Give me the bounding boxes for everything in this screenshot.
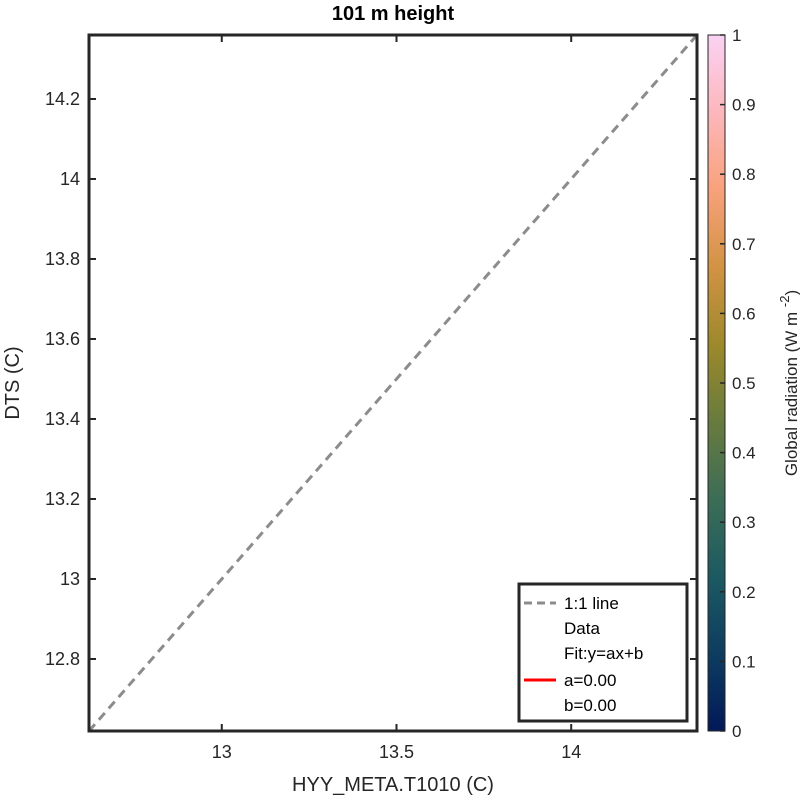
- x-tick-label: 13: [212, 742, 232, 762]
- legend-entry-slope: a=0.00: [564, 671, 616, 690]
- legend-box: [517, 582, 689, 723]
- y-axis-label: DTS (C): [2, 346, 24, 419]
- legend: 1:1 line Data Fit:y=ax+b a=0.00 b=0.00: [517, 582, 689, 723]
- y-tick-label: 12.8: [45, 649, 80, 669]
- colorbar: 0 0.1 0.2 0.3 0.4 0.5 0.6 0.7 0.8 0.9 1 Global rad…: [707, 26, 800, 741]
- colorbar-tick-label: 0.4: [732, 444, 756, 463]
- x-tick-label: 14: [561, 742, 581, 762]
- colorbar-tick-label: 1: [732, 26, 741, 45]
- colorbar-tick-label: 0.3: [732, 513, 756, 532]
- chart-title: 101 m height: [332, 3, 455, 25]
- plot-frame: [87, 33, 699, 733]
- colorbar-label: Global radiation (W m -2): [777, 290, 800, 476]
- y-tick-label: 13.8: [45, 249, 80, 269]
- x-tick-label: 13.5: [379, 742, 414, 762]
- colorbar-tick-label: 0.5: [732, 374, 756, 393]
- y-tick-label: 13.6: [45, 329, 80, 349]
- colorbar-tick-label: 0: [732, 722, 741, 741]
- colorbar-tick-label: 0.2: [732, 583, 756, 602]
- colorbar-tick-label: 0.9: [732, 96, 756, 115]
- y-tick-label: 13.4: [45, 409, 80, 429]
- legend-entry-data: Data: [564, 619, 600, 638]
- colorbar-gradient: [708, 35, 725, 731]
- legend-entry-fit: Fit:y=ax+b: [564, 644, 643, 663]
- y-tick-label: 14.2: [45, 89, 80, 109]
- colorbar-ticks: 0 0.1 0.2 0.3 0.4 0.5 0.6 0.7 0.8 0.9 1: [720, 26, 756, 741]
- colorbar-tick-label: 0.8: [732, 165, 756, 184]
- y-tick-label: 14: [60, 169, 80, 189]
- y-tick-label: 13: [60, 569, 80, 589]
- colorbar-tick-label: 0.7: [732, 235, 756, 254]
- one-to-one-line: [89, 35, 697, 731]
- y-tick-label: 13.2: [45, 489, 80, 509]
- colorbar-tick-label: 0.1: [732, 652, 756, 671]
- legend-entry-intercept: b=0.00: [564, 696, 616, 715]
- y-axis-ticks: 12.8 13 13.2 13.4 13.6 13.8 14 14.2: [45, 89, 697, 669]
- x-axis-label: HYY_META.T1010 (C): [292, 774, 494, 796]
- colorbar-tick-label: 0.6: [732, 304, 756, 323]
- legend-entry-one-to-one: 1:1 line: [564, 594, 619, 613]
